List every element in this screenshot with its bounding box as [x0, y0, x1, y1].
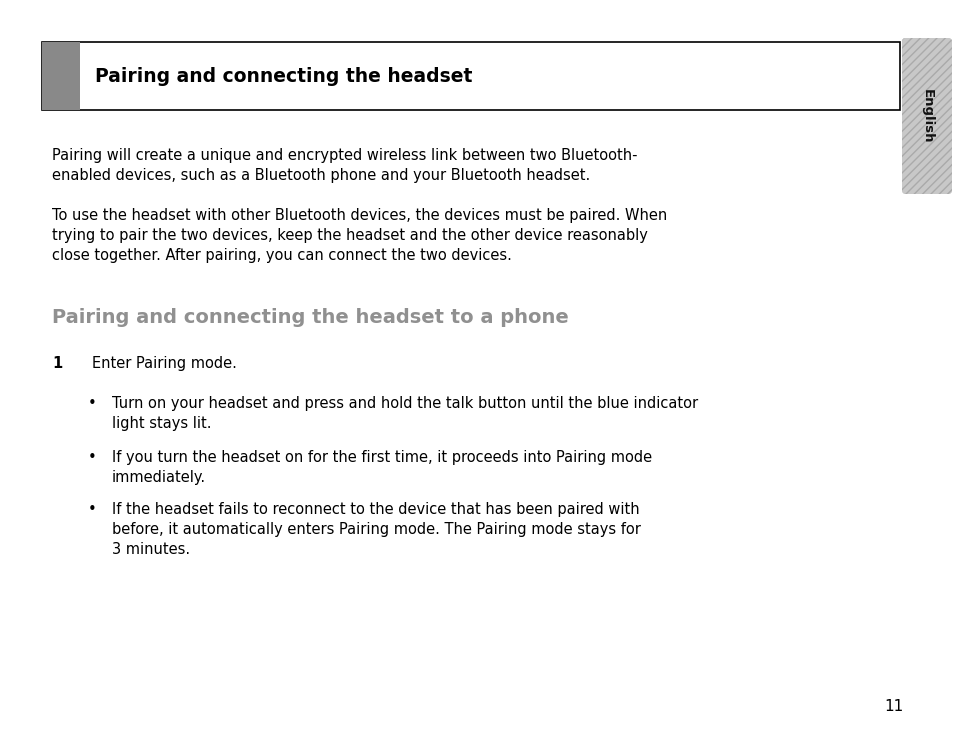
Text: •: • — [88, 396, 96, 411]
Text: 1: 1 — [52, 356, 62, 371]
Text: Enter Pairing mode.: Enter Pairing mode. — [91, 356, 236, 371]
Text: If you turn the headset on for the first time, it proceeds into Pairing mode
imm: If you turn the headset on for the first… — [112, 450, 652, 485]
FancyBboxPatch shape — [901, 38, 951, 194]
FancyBboxPatch shape — [901, 38, 951, 194]
Text: •: • — [88, 502, 96, 517]
Text: To use the headset with other Bluetooth devices, the devices must be paired. Whe: To use the headset with other Bluetooth … — [52, 208, 666, 263]
Text: If the headset fails to reconnect to the device that has been paired with
before: If the headset fails to reconnect to the… — [112, 502, 640, 556]
Text: Pairing and connecting the headset: Pairing and connecting the headset — [95, 67, 472, 85]
Text: Pairing and connecting the headset to a phone: Pairing and connecting the headset to a … — [52, 308, 568, 327]
Bar — [42, 42, 80, 110]
Text: English: English — [920, 89, 933, 143]
Bar — [42, 42, 899, 110]
Text: Pairing will create a unique and encrypted wireless link between two Bluetooth-
: Pairing will create a unique and encrypt… — [52, 148, 637, 183]
Text: Turn on your headset and press and hold the talk button until the blue indicator: Turn on your headset and press and hold … — [112, 396, 698, 431]
Text: •: • — [88, 450, 96, 465]
Text: 11: 11 — [883, 699, 903, 714]
